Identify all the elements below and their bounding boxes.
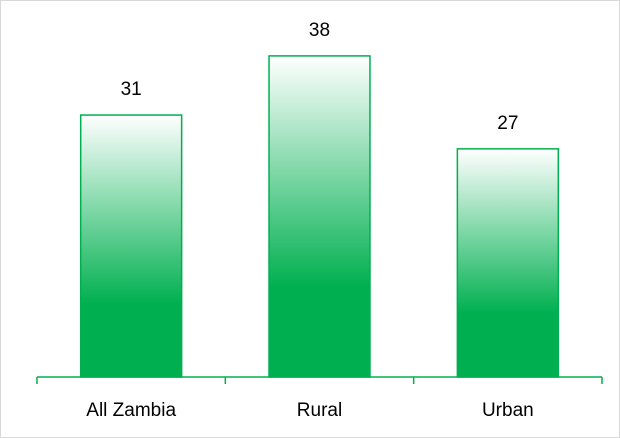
- x-tick-label: Rural: [297, 400, 342, 421]
- x-tick-label: Urban: [482, 400, 534, 421]
- x-tick-label: All Zambia: [86, 400, 176, 421]
- data-label: 38: [309, 20, 330, 41]
- bar: [79, 114, 183, 378]
- bar: [456, 148, 560, 378]
- data-label: 27: [497, 113, 518, 134]
- data-label: 31: [121, 79, 142, 100]
- bar: [268, 55, 371, 378]
